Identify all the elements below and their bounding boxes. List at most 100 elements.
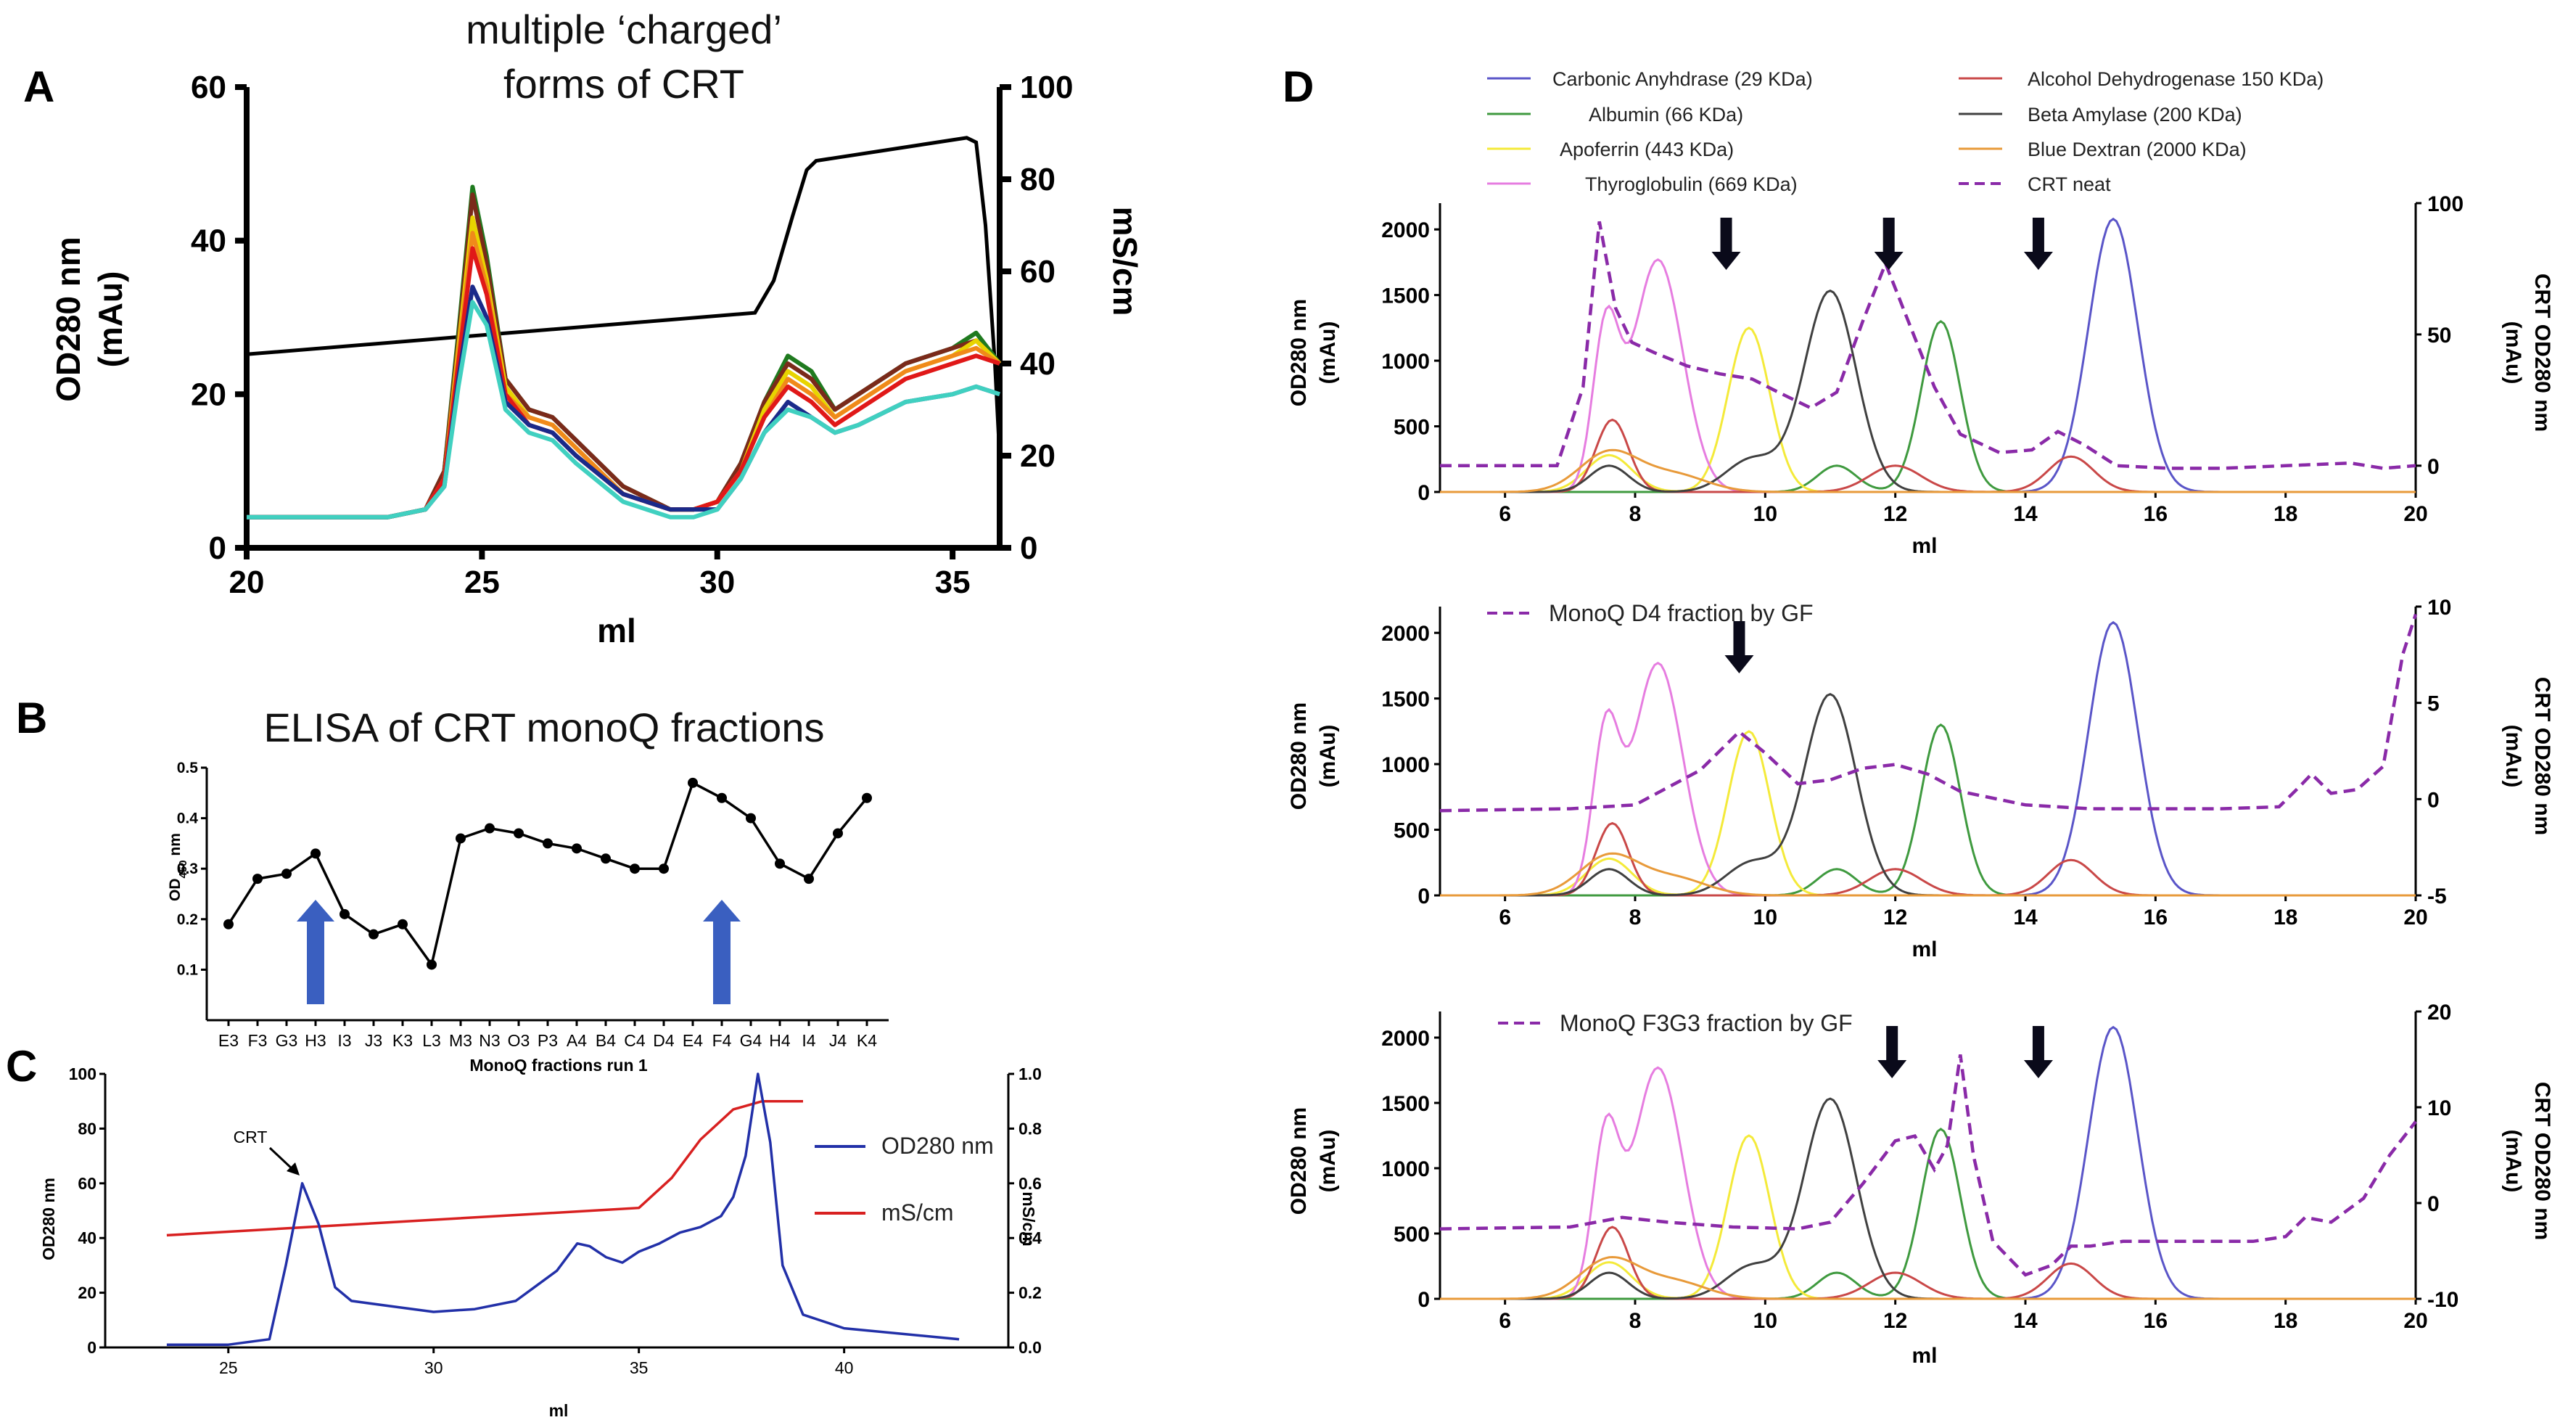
panel-d-y2tick-label: 20	[2427, 1001, 2451, 1025]
panel-b-point	[572, 843, 582, 854]
panel-label-d: D	[1283, 62, 1314, 111]
panel-d-xtick-label: 20	[2403, 906, 2427, 929]
panel-c-legend-ms: mS/cm	[881, 1199, 954, 1226]
panel-b-xtick-label: F3	[248, 1031, 268, 1050]
panel-a-ylabel-line2: (mAu)	[91, 271, 129, 368]
panel-d-xtick-label: 14	[2013, 502, 2038, 526]
panel-b-point	[252, 874, 263, 885]
panel-d1-y2label-line2: (mAu)	[2501, 321, 2525, 385]
panel-c-xtick-label: 35	[630, 1358, 649, 1377]
panel-d-y2tick-label: 5	[2427, 692, 2440, 716]
panel-d-y2tick-label: 0	[2427, 1192, 2440, 1216]
panel-a-series-5	[247, 284, 1000, 520]
panel-d-ytick-label: 1500	[1381, 284, 1430, 308]
panel-b-ylabel: OD450 nm	[167, 833, 189, 901]
panel-a-conductivity-line	[246, 136, 1002, 456]
panel-b-point	[369, 929, 379, 940]
panel-b-xtick-label: N3	[479, 1031, 500, 1050]
panel-d-xtick-label: 8	[1629, 906, 1642, 929]
panel-c-y2tick-label: 0.6	[1019, 1174, 1042, 1193]
panel-c-xtick-label: 40	[835, 1358, 854, 1377]
panel-d-arrow	[1874, 218, 1904, 270]
panel-c-xlabel: ml	[549, 1401, 569, 1420]
panel-b-point	[281, 869, 292, 879]
panel-a-y2tick-label: 20	[1020, 438, 1055, 474]
panel-d-xtick-label: 10	[1753, 502, 1777, 526]
panel-d-standard-1	[1440, 1128, 2416, 1300]
panel-c-ytick-label: 0	[87, 1338, 96, 1357]
panel-d-ytick-label: 0	[1417, 1288, 1430, 1312]
panel-d-arrow	[2023, 218, 2053, 270]
panel-d3-ylabel-line2: (mAu)	[1316, 1130, 1340, 1193]
panel-a-y2tick-label: 60	[1020, 254, 1055, 290]
panel-a-y2tick-label: 100	[1020, 70, 1073, 105]
panel-label-c: C	[6, 1042, 37, 1091]
panel-d1-ylabel-line1: OD280 nm	[1287, 299, 1311, 406]
panel-b-title: ELISA of CRT monoQ fractions	[264, 705, 825, 750]
panel-b-plot: 0.1 0.2 0.3 0.4 0.5 E3 F3 G3 H3 I3 J3 K3 L3 M3 N3 O3 P3 A…	[177, 760, 889, 1050]
panel-d-legend: Carbonic Anyhdrase (29 KDa) Albumin (66 …	[1487, 68, 2324, 195]
panel-b-xtick-label: C4	[624, 1031, 646, 1050]
panel-d-crt-line	[1439, 613, 2418, 813]
panel-a-xtick-label: 30	[699, 565, 735, 600]
panel-b-point	[456, 833, 466, 844]
panel-b-point	[862, 792, 872, 803]
panel-d-ytick-label: 2000	[1381, 622, 1430, 646]
panel-b-xtick-label: M3	[449, 1031, 472, 1050]
panel-d-xtick-label: 12	[1883, 502, 1907, 526]
panel-b-point	[804, 874, 814, 885]
panel-d2-ylabel-line2: (mAu)	[1316, 725, 1340, 788]
panel-b-arrow	[703, 900, 741, 1004]
panel-d-xtick-label: 18	[2273, 1309, 2297, 1333]
panel-d-xtick-label: 16	[2144, 1309, 2168, 1333]
panel-c-y2tick-label: 1.0	[1019, 1064, 1042, 1083]
panel-b-point	[601, 853, 611, 864]
panel-d-ytick-label: 500	[1394, 1223, 1430, 1247]
panel-c-xtick-label: 25	[219, 1358, 238, 1377]
panel-d-labels: ml ml ml OD280 nm (mAu) OD280 nm (mAu) O…	[1287, 274, 2554, 1368]
legend-crt-neat: CRT neat	[2028, 173, 2111, 195]
panel-d-arrow	[1724, 621, 1754, 673]
panel-a-ytick-label: 0	[209, 530, 226, 566]
panel-d2-y2label-line2: (mAu)	[2501, 725, 2525, 788]
panel-c-legend-od: OD280 nm	[881, 1133, 994, 1159]
panel-c-y2label: mS/cm	[1019, 1191, 1038, 1246]
panel-d-y2tick-label: 0	[2427, 455, 2440, 479]
legend-albumin: Albumin (66 KDa)	[1589, 104, 1743, 126]
panel-b-xtick-label: B4	[596, 1031, 616, 1050]
panel-d3-y2label-line2: (mAu)	[2501, 1130, 2525, 1193]
panel-d-ytick-label: 1500	[1381, 1092, 1430, 1116]
panel-a-series-0	[247, 184, 1002, 520]
panel-b-xtick-label: G3	[276, 1031, 298, 1050]
panel-d-xtick-label: 20	[2403, 1309, 2427, 1333]
panel-d2-xlabel: ml	[1912, 937, 1937, 961]
panel-d-xtick-label: 16	[2144, 906, 2168, 929]
panel-d-standard-6	[1440, 448, 2416, 493]
panel-d-xtick-label: 18	[2273, 906, 2297, 929]
panel-c-plot: 25 30 35 40 0 20 40 60 80 100 0.0 0.2 0.4 0.6 0.8 1.0	[69, 1064, 1042, 1377]
panel-b-arrow	[297, 900, 334, 1004]
panel-b-ytick-label: 0.5	[177, 760, 199, 776]
panel-b-xtick-label: J3	[365, 1031, 382, 1050]
panel-d2-plot: 6 8 10 12 14 16 18 20 0 500 1000 1500 2000 -5 0 5 10	[1381, 596, 2451, 929]
panel-a-ylabel-line1: OD280 nm	[49, 237, 87, 402]
panel-c-ytick-label: 80	[78, 1119, 96, 1138]
panel-label-a: A	[23, 62, 54, 111]
panel-d-ytick-label: 0	[1417, 481, 1430, 505]
panel-d3-crt-label: MonoQ F3G3 fraction by GF	[1560, 1010, 1853, 1036]
panel-d-ytick-label: 0	[1417, 885, 1430, 908]
panel-a-y2tick-label: 80	[1020, 162, 1055, 197]
panel-d-xtick-label: 18	[2273, 502, 2297, 526]
chart-marks: 20 25 30 3502040600204060801000.10.20.30.40…	[69, 70, 2464, 1377]
panel-d3-plot: 6 8 10 12 14 16 18 20 0 500 1000 1500 2000 -10 0 10 20	[1381, 1001, 2458, 1333]
panel-c-crt-arrow-head	[287, 1162, 300, 1175]
panel-b-xtick-label: J4	[829, 1031, 847, 1050]
panel-b-ylabel-sub: 450	[177, 860, 189, 878]
panel-d3-y2label-line1: CRT OD280 nm	[2530, 1082, 2554, 1240]
panel-d-ytick-label: 1000	[1381, 350, 1430, 374]
panel-d-ytick-label: 2000	[1381, 1027, 1430, 1051]
legend-dextran: Blue Dextran (2000 KDa)	[2028, 139, 2247, 160]
panel-d-xtick-label: 20	[2403, 502, 2427, 526]
panel-a-xtick-label: 35	[935, 565, 971, 600]
